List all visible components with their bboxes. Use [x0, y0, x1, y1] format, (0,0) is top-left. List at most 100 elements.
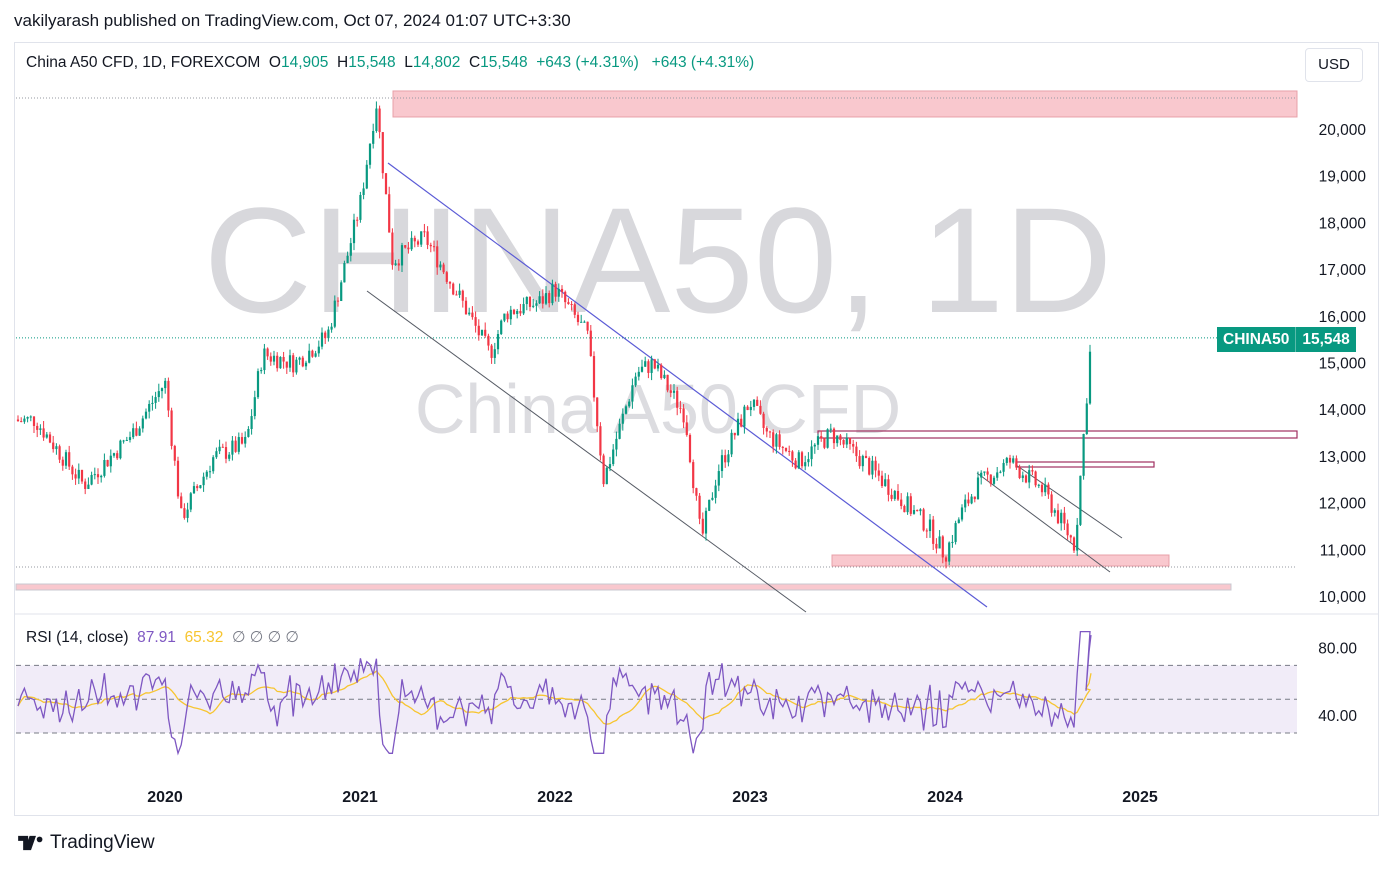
candle-body [397, 263, 400, 266]
candle-body [714, 485, 717, 498]
candle-body [864, 455, 868, 459]
candle-body [234, 440, 237, 452]
candle-body [919, 509, 922, 512]
candle-body [285, 361, 288, 368]
candle-body [653, 359, 656, 369]
candle-body [624, 406, 628, 414]
candle-body [996, 472, 999, 478]
candle-body [125, 439, 128, 441]
candle-body [1085, 403, 1088, 435]
candle-body [1005, 457, 1008, 463]
price-tick-label: 14,000 [1319, 402, 1367, 419]
candle-body [496, 334, 500, 350]
candle-body [679, 407, 682, 409]
candle-body [967, 499, 970, 504]
candle-body [378, 108, 381, 133]
candle-body [304, 362, 308, 367]
price-axis: 20,000 19,000 18,000 17,000 16,000 15,000 14,0… [1319, 122, 1367, 606]
candle-body [445, 272, 448, 282]
candle-body [740, 418, 743, 427]
candle-body [640, 366, 644, 372]
candle-body [231, 440, 234, 455]
price-tick-label: 17,000 [1319, 262, 1367, 279]
candle-body [1015, 458, 1018, 468]
candle-body [637, 371, 640, 377]
candle-body [730, 432, 733, 455]
candle-body [122, 440, 125, 442]
candle-body [724, 455, 727, 463]
candle-body [349, 243, 352, 256]
candle-body [813, 444, 816, 447]
candle-body [506, 313, 509, 320]
candle-body [903, 506, 906, 513]
candle-body [951, 541, 954, 543]
candle-body [797, 452, 800, 469]
candle-body [279, 356, 282, 369]
candle-body [976, 477, 980, 500]
candle-body [1044, 484, 1047, 493]
candle-body [1012, 458, 1015, 463]
candle-body [224, 447, 228, 459]
candle-body [20, 421, 23, 423]
rsi-value: 87.91 [137, 629, 176, 646]
candle-body [938, 536, 941, 549]
candle-body [429, 244, 432, 247]
symbol-legend: China A50 CFD, 1D, FOREXCOM O14,905 H15,… [26, 54, 755, 71]
candle-body [692, 462, 695, 489]
candle-body [32, 416, 36, 426]
resistance-zone [392, 90, 1298, 118]
candle-body [192, 486, 196, 494]
candle-body [394, 263, 397, 266]
candle-body [490, 345, 493, 358]
candle-body [327, 329, 330, 339]
candle-body [912, 510, 916, 514]
rsi-tick-label: 40.00 [1318, 708, 1357, 725]
candle-body [1063, 512, 1066, 524]
candle-body [682, 408, 685, 423]
candle-body [868, 458, 871, 475]
candle-body [576, 314, 580, 323]
candle-body [631, 385, 634, 402]
price-tick-label: 19,000 [1319, 169, 1367, 186]
candle-body [500, 320, 503, 335]
legend-change: +643 (+4.31%) [536, 54, 639, 71]
candle-body [900, 499, 903, 507]
candle-body [695, 488, 698, 496]
tradingview-logo-icon [18, 835, 43, 851]
candle-body [948, 542, 951, 562]
candle-body [64, 452, 68, 466]
tradingview-brand[interactable]: TradingView [16, 832, 155, 854]
candle-body [160, 388, 164, 392]
candle-body [573, 304, 576, 315]
candle-body [525, 296, 528, 305]
candle-body [301, 357, 304, 367]
candle-body [749, 406, 752, 411]
candle-body [708, 499, 711, 511]
candle-body [765, 427, 768, 432]
candle-body [538, 296, 541, 304]
candle-body [544, 293, 548, 304]
candle-body [685, 422, 688, 435]
candle-body [666, 374, 669, 391]
candle-body [314, 353, 317, 357]
candle-body [112, 453, 116, 456]
candle-body [202, 476, 205, 486]
candle-body [992, 477, 996, 484]
candle-body [48, 434, 52, 443]
candle-body [240, 437, 244, 444]
candle-body [320, 332, 324, 347]
candle-body [877, 470, 880, 476]
candle-body [768, 431, 772, 433]
candle-body [650, 359, 653, 373]
candle-body [96, 474, 100, 478]
time-tick-label: 2023 [732, 789, 768, 806]
candle-body [1028, 470, 1031, 483]
candle-body [871, 460, 874, 475]
legend-change-2: +643 (+4.31%) [651, 54, 755, 71]
currency-button[interactable]: USD [1305, 48, 1363, 82]
candle-body [167, 380, 170, 411]
candle-body [503, 313, 506, 321]
candle-body [116, 453, 119, 459]
price-tick-label: 15,000 [1319, 356, 1367, 373]
candle-body [311, 350, 314, 357]
